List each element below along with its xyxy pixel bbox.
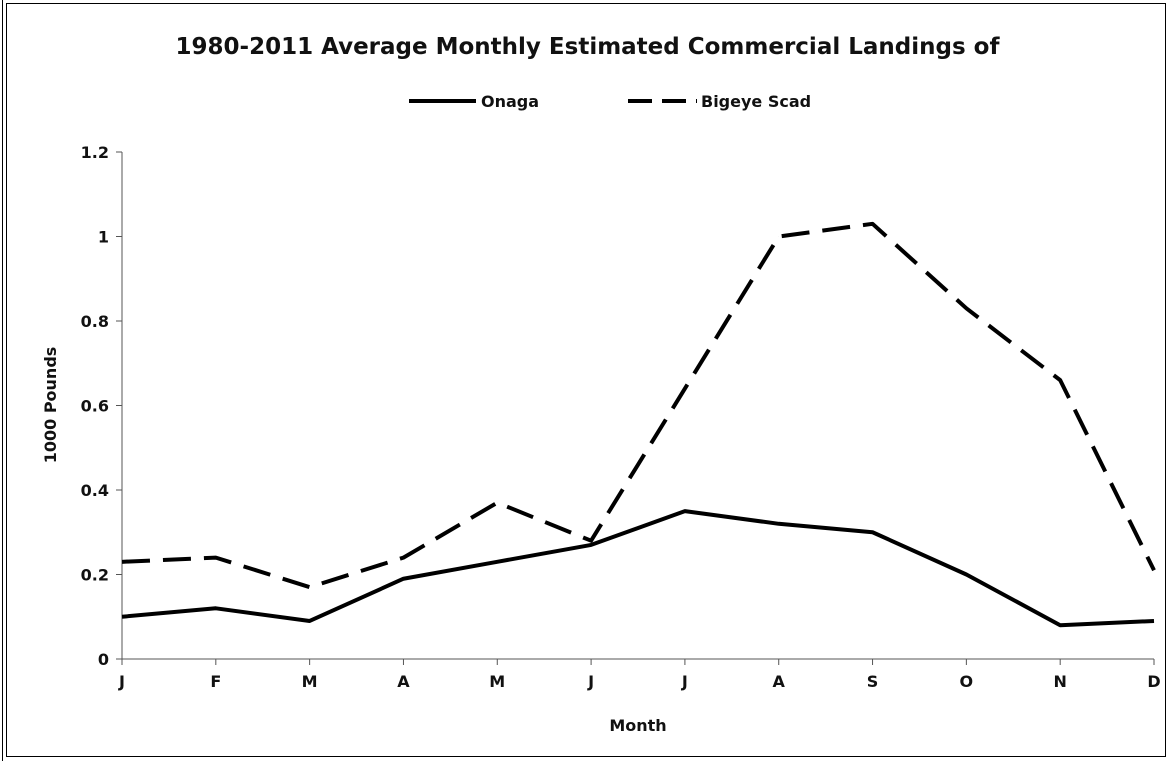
y-tick-label: 1.2 — [81, 143, 109, 162]
x-tick-label: J — [118, 672, 125, 691]
legend: Onaga Bigeye Scad — [409, 92, 811, 111]
y-tick-label: 0.6 — [81, 397, 109, 416]
x-axis-title: Month — [609, 716, 666, 735]
x-tick-label: J — [587, 672, 594, 691]
y-axis-title: 1000 Pounds — [41, 347, 60, 464]
x-tick-label: S — [867, 672, 879, 691]
outer-border-line — [2, 0, 3, 761]
x-tick-label: A — [773, 672, 786, 691]
axes: 0 0.2 0.4 0.6 0.8 1 1.2 J F M A M J J A S O N D — [81, 143, 1161, 691]
x-tick-label: O — [960, 672, 974, 691]
y-tick-label: 0 — [98, 650, 109, 669]
x-tick-label: F — [210, 672, 221, 691]
y-tick-label: 1 — [98, 228, 109, 247]
series-line-onaga — [121, 509, 1155, 628]
y-tick-label: 0.8 — [81, 312, 109, 331]
legend-label: Onaga — [481, 92, 539, 111]
series-layer — [121, 221, 1156, 628]
chart-title: 1980-2011 Average Monthly Estimated Comm… — [175, 34, 1000, 60]
series-line-bigeye-scad — [121, 221, 1156, 590]
x-tick-label: M — [302, 672, 318, 691]
x-tick-label: D — [1147, 672, 1160, 691]
chart-frame — [6, 3, 1166, 757]
x-tick-label: M — [489, 672, 505, 691]
legend-label: Bigeye Scad — [701, 92, 811, 111]
x-tick-label: A — [397, 672, 410, 691]
y-tick-label: 0.2 — [81, 566, 109, 585]
x-tick-label: J — [681, 672, 688, 691]
y-tick-label: 0.4 — [81, 481, 109, 500]
x-tick-label: N — [1053, 672, 1066, 691]
